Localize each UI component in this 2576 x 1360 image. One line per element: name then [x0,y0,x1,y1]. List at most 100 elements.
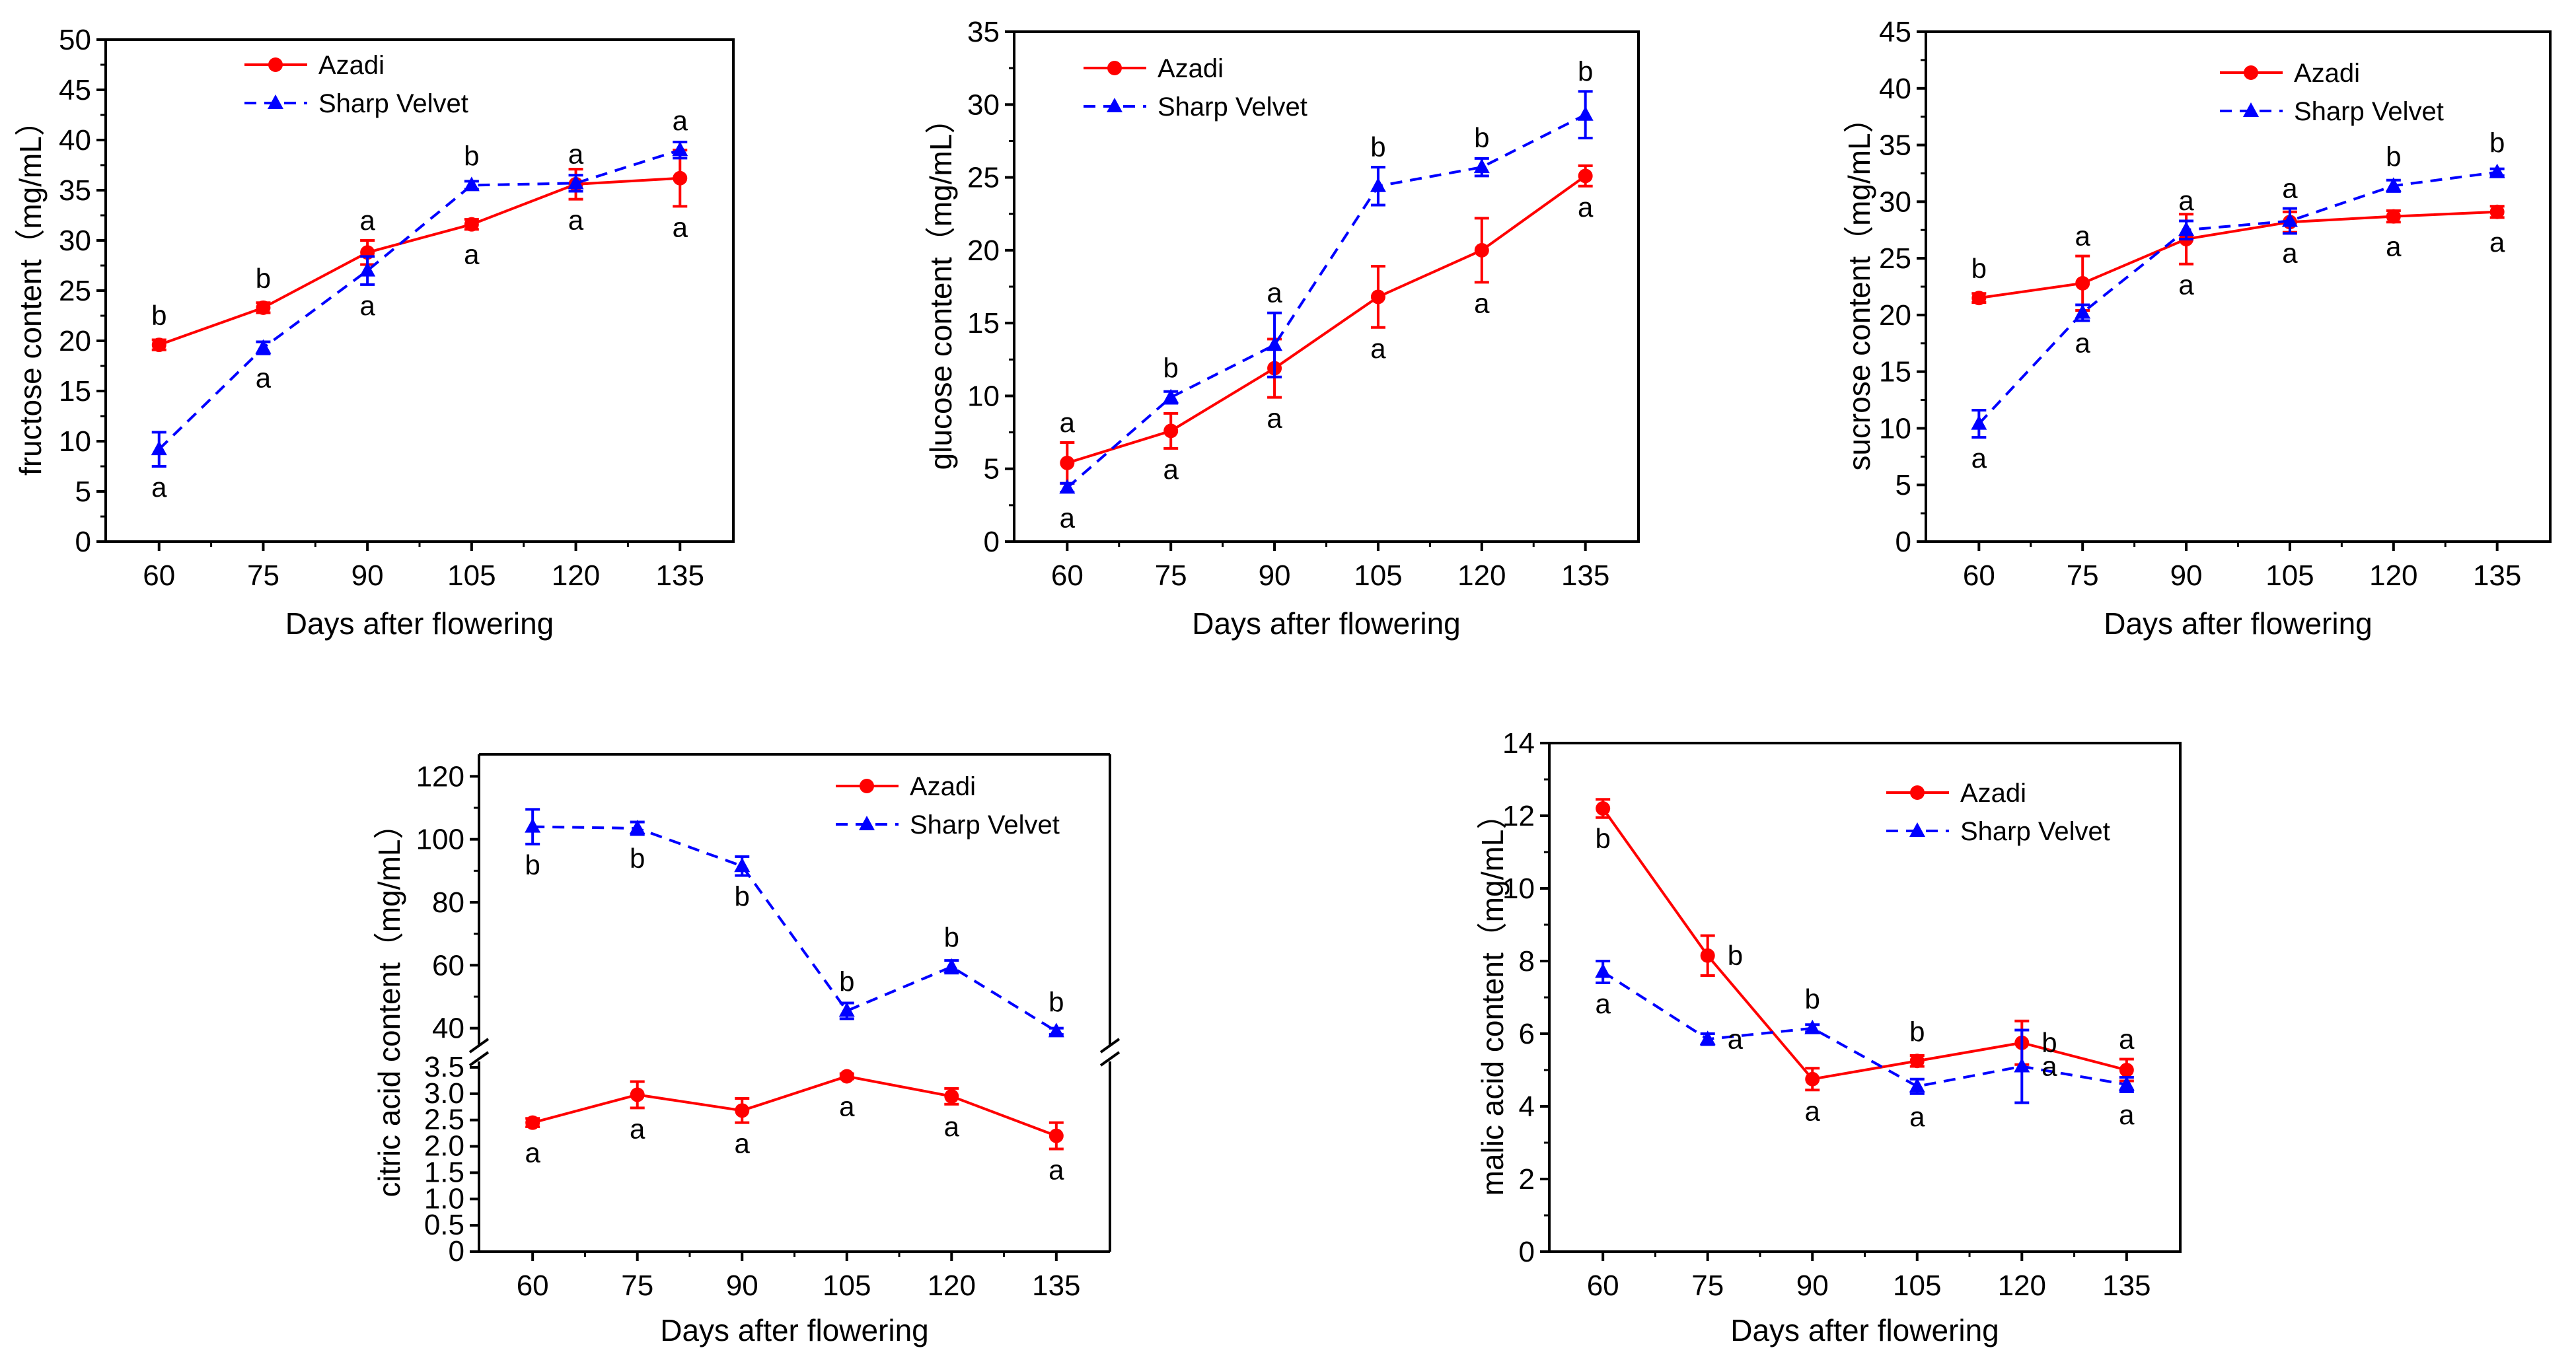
x-tick-label: 120 [1457,559,1506,592]
legend-marker [1909,822,1925,837]
significance-label: a [1060,407,1076,438]
series-line [1979,210,2497,300]
data-point [1805,1071,1820,1087]
y-tick-label: 0 [984,526,1000,558]
x-tick-label: 105 [447,559,496,592]
x-tick-label: 135 [2473,559,2521,592]
y-tick-label: 25 [1879,242,1911,275]
series-line [1066,113,1586,489]
y-tick-label: 5 [75,476,91,508]
y-tick-label: 50 [59,24,91,56]
significance-label: b [1595,823,1610,854]
data-point [673,170,688,186]
significance-label: b [1049,986,1064,1017]
y-tick-label: 20 [59,325,91,357]
data-point [1804,1019,1821,1034]
y-tick-label: 35 [1879,129,1911,162]
y-tick-label: 15 [59,375,91,408]
significance-label: a [1060,502,1076,533]
data-point [1578,168,1593,184]
y-tick-label: 40 [1879,73,1911,105]
series-line [159,176,681,346]
legend: Azadi Sharp Velvet [1084,54,1307,122]
significance-label: b [2386,141,2401,172]
significance-label: a [673,105,688,136]
data-point [2178,221,2195,236]
legend-label: Sharp Velvet [1158,92,1307,122]
y-axis-title: fructose content（mg/mL） [13,106,48,476]
y-tick-label: 30 [1879,186,1911,218]
x-tick-label: 90 [1259,559,1291,592]
data-point [1370,177,1386,192]
x-tick-label: 135 [1032,1270,1080,1302]
x-tick-label: 120 [928,1270,976,1302]
significance-label: a [1049,1155,1064,1186]
legend-marker [860,779,874,793]
data-point [2489,163,2505,178]
x-tick-label: 90 [1796,1270,1829,1302]
data-point [838,1002,855,1017]
series-sharp-velvet: a b a b b b [1059,55,1594,533]
series-sharp-velvet: a a a b a a [151,105,688,503]
y-tick-label: 45 [59,74,91,106]
significance-label: a [2075,327,2091,358]
significance-label: a [525,1137,540,1168]
legend: Azadi Sharp Velvet [836,772,1060,840]
legend-marker [1107,61,1122,75]
y-axis-title: glucose content（mg/mL） [924,104,958,470]
significance-label: b [1909,1016,1925,1047]
y-tick-label: 20 [1879,299,1911,332]
x-tick-label: 75 [247,559,279,592]
data-point [734,857,751,873]
significance-label: a [2042,1051,2057,1082]
y-tick-label: 14 [1502,727,1535,760]
data-point [2118,1076,2135,1091]
significance-label: b [256,263,271,294]
significance-label: a [464,239,480,270]
plot-frame [1013,30,1640,543]
data-point [255,339,272,354]
chart-panel-fructose: 0 5 10 15 20 25 30 35 40 45 50 60 75 90 105 120 135 Days … [13,24,735,641]
y-tick-label: 25 [59,275,91,307]
data-point [1596,801,1611,816]
significance-label: a [359,290,375,321]
y-tick-label: 1.0 [424,1182,464,1215]
y-axis-title: citric acid content（mg/mL） [372,809,406,1198]
y-tick-label: 100 [416,824,464,856]
data-point [1059,479,1076,494]
legend-label: Azadi [910,772,976,801]
series-sharp-velvet: a a a a b b [1971,127,2505,474]
significance-label: b [2489,127,2505,159]
significance-label: a [2119,1099,2135,1130]
chart-panel-malic-acid: 0 2 4 6 8 10 12 14 60 75 90 105 120 135 Days after flo… [1475,727,2182,1347]
data-point [1474,242,1489,258]
series-azadi: b a a a a a [1971,204,2505,312]
data-point [1163,423,1179,439]
y-tick-label: 40 [432,1013,464,1045]
legend-label: Azadi [1158,54,1224,83]
x-tick-label: 105 [2265,559,2314,592]
data-point [2119,1063,2134,1077]
significance-label: a [359,205,375,236]
x-tick-label: 120 [552,559,600,592]
legend-label: Azadi [2294,59,2360,88]
data-point [525,818,541,833]
significance-label: a [2075,221,2091,252]
significance-label: a [1267,403,1282,434]
significance-label: a [1474,287,1490,318]
axis-break-mark [1099,1051,1121,1067]
series-sharp-velvet: b b b b b b [525,808,1064,1038]
legend-marker [268,94,283,109]
significance-label: b [525,849,540,880]
significance-label: a [151,472,167,503]
significance-label: a [2119,1024,2135,1055]
chart-panel-citric-acid: 00.51.01.52.02.53.03.5 40 60 80 100 120 60 75 90… [372,753,1121,1347]
significance-label: a [1267,277,1282,308]
data-point [151,441,167,456]
significance-label: a [1595,988,1611,1019]
x-tick-label: 75 [1691,1270,1724,1302]
x-tick-label: 60 [1963,559,1995,592]
significance-label: a [1370,333,1386,364]
significance-label: a [2178,185,2194,216]
